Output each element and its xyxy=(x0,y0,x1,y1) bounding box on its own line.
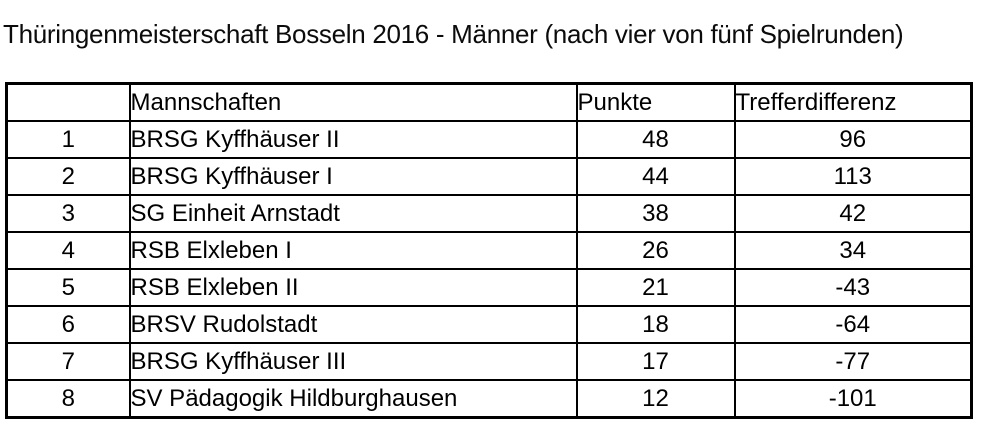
table-row: 1 BRSG Kyffhäuser II 48 96 xyxy=(5,120,973,159)
header-points: Punkte xyxy=(575,82,736,122)
team-cell: SV Pädagogik Hildburghausen xyxy=(128,379,578,419)
diff-cell: -64 xyxy=(733,305,973,344)
diff-cell: 96 xyxy=(733,120,973,159)
team-cell: RSB Elxleben I xyxy=(128,231,578,270)
diff-cell: 42 xyxy=(733,194,973,233)
team-cell: BRSG Kyffhäuser III xyxy=(128,342,578,381)
points-cell: 38 xyxy=(575,194,736,233)
rank-cell: 6 xyxy=(5,305,131,344)
rank-cell: 4 xyxy=(5,231,131,270)
points-cell: 21 xyxy=(575,268,736,307)
points-cell: 12 xyxy=(575,379,736,419)
rank-cell: 2 xyxy=(5,157,131,196)
team-cell: BRSV Rudolstadt xyxy=(128,305,578,344)
diff-cell: -101 xyxy=(733,379,973,419)
points-cell: 17 xyxy=(575,342,736,381)
table-header-row: Mannschaften Punkte Trefferdifferenz xyxy=(5,82,973,122)
diff-cell: -77 xyxy=(733,342,973,381)
rank-cell: 5 xyxy=(5,268,131,307)
diff-cell: -43 xyxy=(733,268,973,307)
table-row: 8 SV Pädagogik Hildburghausen 12 -101 xyxy=(5,379,973,419)
rank-cell: 7 xyxy=(5,342,131,381)
table-row: 6 BRSV Rudolstadt 18 -64 xyxy=(5,305,973,344)
header-team: Mannschaften xyxy=(128,82,578,122)
header-rank xyxy=(5,82,131,122)
points-cell: 48 xyxy=(575,120,736,159)
team-cell: RSB Elxleben II xyxy=(128,268,578,307)
standings-table: Mannschaften Punkte Trefferdifferenz 1 B… xyxy=(5,82,973,419)
diff-cell: 113 xyxy=(733,157,973,196)
rank-cell: 8 xyxy=(5,379,131,419)
points-cell: 44 xyxy=(575,157,736,196)
page-title: Thüringenmeisterschaft Bosseln 2016 - Mä… xyxy=(3,19,904,49)
diff-cell: 34 xyxy=(733,231,973,270)
rank-cell: 3 xyxy=(5,194,131,233)
team-cell: BRSG Kyffhäuser II xyxy=(128,120,578,159)
rank-cell: 1 xyxy=(5,120,131,159)
team-cell: BRSG Kyffhäuser I xyxy=(128,157,578,196)
table-row: 3 SG Einheit Arnstadt 38 42 xyxy=(5,194,973,233)
team-cell: SG Einheit Arnstadt xyxy=(128,194,578,233)
points-cell: 18 xyxy=(575,305,736,344)
table-row: 2 BRSG Kyffhäuser I 44 113 xyxy=(5,157,973,196)
header-diff: Trefferdifferenz xyxy=(733,82,973,122)
table-row: 5 RSB Elxleben II 21 -43 xyxy=(5,268,973,307)
table-row: 4 RSB Elxleben I 26 34 xyxy=(5,231,973,270)
points-cell: 26 xyxy=(575,231,736,270)
table-row: 7 BRSG Kyffhäuser III 17 -77 xyxy=(5,342,973,381)
